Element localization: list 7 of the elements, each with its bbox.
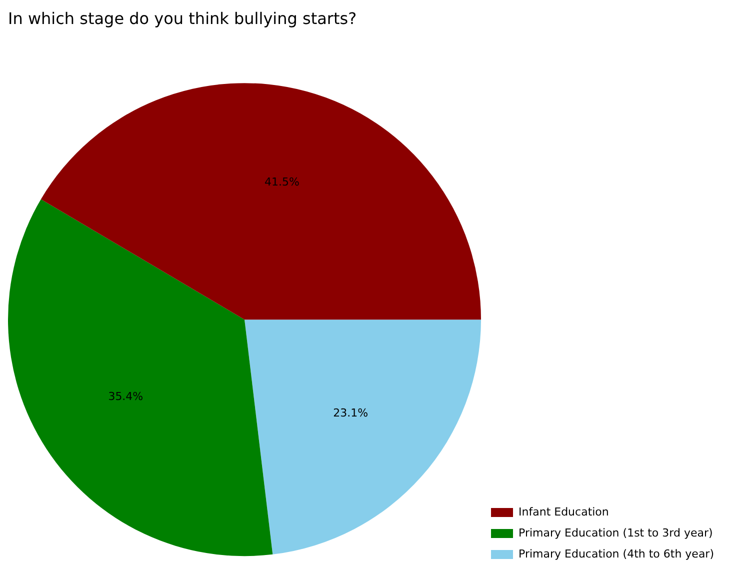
- data-label: 23.1%: [333, 406, 368, 420]
- data-label: 41.5%: [264, 176, 300, 189]
- chart-title: In which stage do you think bullying starts?: [8, 8, 357, 28]
- legend-label: Primary Education (4th to 6th year): [518, 547, 714, 560]
- legend-label: Infant Education: [518, 505, 609, 518]
- legend-label: Primary Education (1st to 3rd year): [518, 526, 713, 540]
- data-label: 35.4%: [108, 390, 144, 403]
